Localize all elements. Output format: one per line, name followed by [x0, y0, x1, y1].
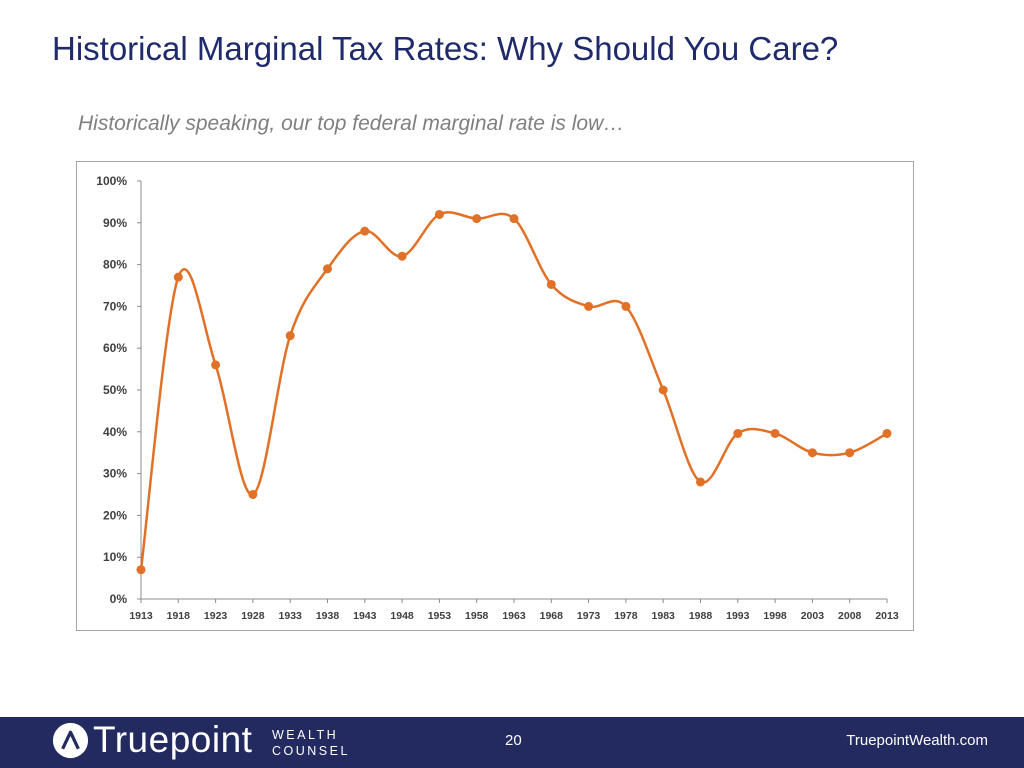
x-tick-label: 1938 [316, 610, 340, 622]
x-tick-label: 1993 [726, 610, 750, 622]
y-tick-label: 40% [103, 425, 127, 439]
data-point-2003 [807, 448, 817, 458]
data-point-1958 [472, 214, 482, 224]
x-tick-label: 1913 [129, 610, 153, 622]
data-point-1968 [546, 279, 556, 289]
x-tick-label: 2013 [875, 610, 899, 622]
x-tick-label: 2008 [838, 610, 862, 622]
x-tick-label: 1958 [465, 610, 489, 622]
y-tick-label: 10% [103, 550, 127, 564]
page-number: 20 [505, 732, 522, 749]
x-tick-label: 1953 [428, 610, 452, 622]
data-point-2013 [882, 428, 892, 438]
line-chart: 0% 10% 20% 30% 40% 50% 60% 70% 80% 90% 100% 1913 191… [96, 174, 899, 622]
data-point-1998 [770, 428, 780, 438]
data-point-1913 [136, 565, 146, 575]
brand-tagline-counsel: COUNSEL [272, 744, 350, 758]
data-point-1943 [360, 226, 370, 236]
footer-bar: Truepoint WEALTH COUNSEL 20 TruepointWea… [0, 717, 1024, 768]
x-tick-label: 1948 [390, 610, 414, 622]
x-tick-label: 1983 [652, 610, 676, 622]
y-tick-label: 100% [96, 174, 127, 188]
data-point-1918 [173, 272, 183, 282]
brand-name: Truepoint [93, 719, 253, 760]
x-tick-label: 1943 [353, 610, 377, 622]
y-tick-label: 70% [103, 299, 127, 313]
y-tick-label: 20% [103, 508, 127, 522]
data-point-1933 [285, 331, 295, 341]
y-tick-label: 80% [103, 258, 127, 272]
x-tick-label: 1928 [241, 610, 265, 622]
x-tick-label: 1988 [689, 610, 713, 622]
y-tick-label: 0% [110, 592, 128, 606]
chart-frame: 0% 10% 20% 30% 40% 50% 60% 70% 80% 90% 100% 1913 191… [76, 161, 914, 631]
x-tick-label: 1978 [614, 610, 638, 622]
data-point-1948 [397, 251, 407, 261]
slide-title: Historical Marginal Tax Rates: Why Shoul… [52, 30, 839, 67]
data-point-2008 [845, 448, 855, 458]
slide-subtitle: Historically speaking, our top federal m… [78, 112, 625, 135]
data-point-1963 [509, 214, 519, 224]
series-line-0 [139, 211, 888, 570]
y-tick-label: 60% [103, 341, 127, 355]
x-tick-label: 1923 [204, 610, 228, 622]
data-point-1988 [696, 477, 705, 487]
y-tick-label: 50% [103, 383, 127, 397]
y-tick-label: 90% [103, 216, 127, 230]
y-tick-label: 30% [103, 467, 127, 481]
data-point-1938 [323, 264, 332, 274]
x-tick-label: 1933 [279, 610, 303, 622]
x-tick-label: 1998 [763, 610, 787, 622]
x-tick-label: 1963 [502, 610, 526, 622]
data-point-1928 [248, 490, 258, 499]
truepoint-logo-icon [52, 722, 89, 759]
data-point-1923 [211, 360, 221, 370]
x-tick-label: 1918 [167, 610, 191, 622]
data-point-1978 [621, 301, 631, 311]
data-point-1973 [584, 301, 594, 311]
x-tick-label: 1973 [577, 610, 601, 622]
data-point-1953 [434, 209, 444, 219]
website-url: TruepointWealth.com [846, 732, 988, 749]
data-point-1993 [733, 428, 743, 438]
x-tick-label: 2003 [801, 610, 825, 622]
brand-tagline-wealth: WEALTH [272, 728, 339, 742]
data-point-1983 [658, 385, 668, 395]
x-tick-label: 1968 [540, 610, 564, 622]
